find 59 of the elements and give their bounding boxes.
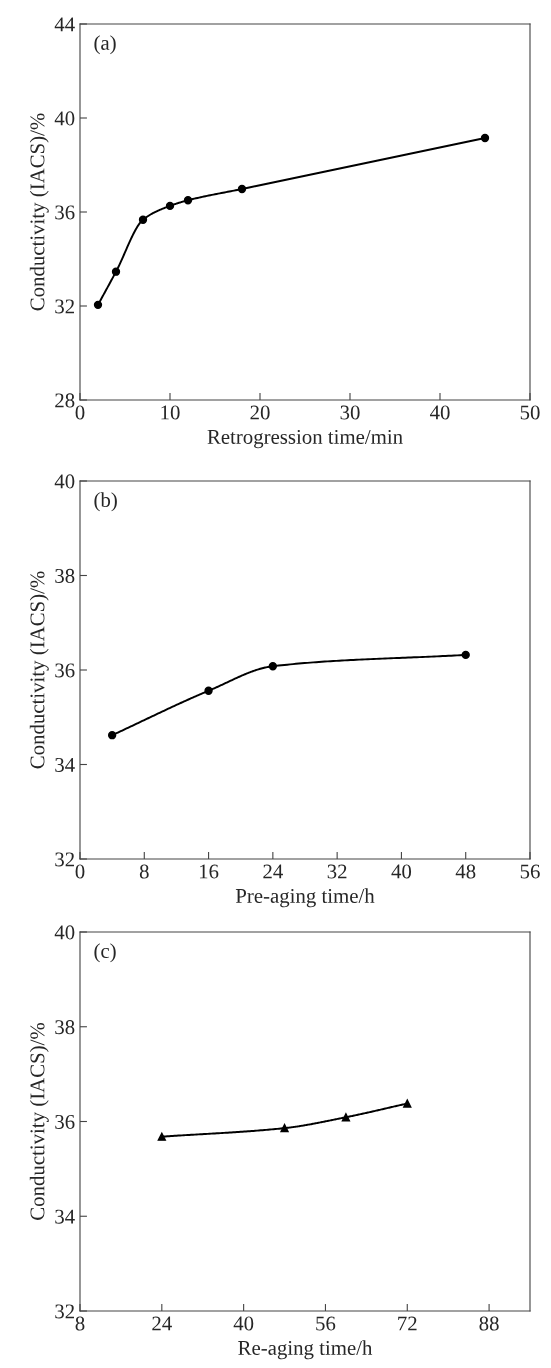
y-tick-label: 40 [54, 925, 75, 940]
x-tick-label: 24 [263, 864, 283, 879]
y-tick-label: 28 [55, 393, 75, 408]
x-tick-label: 0 [75, 864, 85, 879]
y-tick-label: 38 [55, 1020, 75, 1035]
x-tick-label: 40 [429, 405, 450, 420]
y-tick-label: 32 [55, 852, 74, 867]
x-tick-label: 20 [250, 405, 270, 420]
y-tick-label: 36 [55, 663, 75, 678]
y-tick-label: 38 [55, 568, 75, 583]
point [237, 184, 247, 194]
x-tick-label: 8 [139, 864, 149, 879]
y-tick-label: 32 [55, 299, 74, 314]
point [138, 215, 148, 224]
x-tick-label: 48 [455, 864, 476, 879]
x-tick-label: 56 [520, 864, 540, 879]
y-tick-label: 40 [54, 111, 75, 126]
point [165, 201, 175, 211]
annotation: (b) [94, 492, 117, 512]
x-tick-label: 30 [340, 405, 360, 420]
x-tick-label: 24 [152, 1316, 172, 1331]
point [204, 686, 213, 695]
x-tick-label: 40 [233, 1316, 254, 1331]
x-tick-label: 0 [75, 405, 85, 420]
point [268, 662, 278, 671]
point [280, 1123, 289, 1133]
x-tick-label: 88 [479, 1316, 499, 1331]
y-tick-label: 34 [55, 1209, 75, 1224]
y-axis-title: Conductivity (IACS)/% [29, 1022, 49, 1220]
point [157, 1132, 166, 1141]
x-tick-label: 50 [520, 405, 540, 420]
point [93, 300, 103, 309]
point [403, 1099, 412, 1108]
point [461, 650, 470, 660]
x-tick-label: 56 [316, 1316, 336, 1331]
point [107, 731, 117, 740]
y-tick-label: 40 [54, 474, 75, 489]
y-axis-title: Conductivity (IACS)/% [29, 113, 49, 311]
x-tick-label: 40 [391, 864, 412, 879]
y-tick-label: 44 [54, 17, 75, 32]
x-axis-title: Retrogression time/min [207, 429, 403, 449]
x-axis-title: Re-aging time/h [238, 1340, 373, 1360]
x-tick-label: 16 [199, 864, 219, 879]
annotation: (a) [94, 35, 116, 55]
x-tick-label: 10 [161, 405, 180, 420]
x-tick-label: 72 [398, 1316, 417, 1331]
y-axis-title: Conductivity (IACS)/% [29, 571, 49, 769]
point [183, 196, 193, 205]
x-tick-label: 32 [327, 864, 347, 879]
annotation: (c) [94, 943, 116, 963]
y-tick-label: 34 [55, 757, 75, 772]
y-tick-label: 36 [55, 1114, 75, 1129]
point [480, 133, 490, 143]
x-axis-title: Pre-aging time/h [235, 888, 375, 908]
x-tick-label: 8 [75, 1316, 85, 1331]
y-tick-label: 32 [55, 1304, 74, 1319]
point [111, 267, 121, 276]
point [341, 1113, 351, 1122]
y-tick-label: 36 [55, 205, 75, 220]
